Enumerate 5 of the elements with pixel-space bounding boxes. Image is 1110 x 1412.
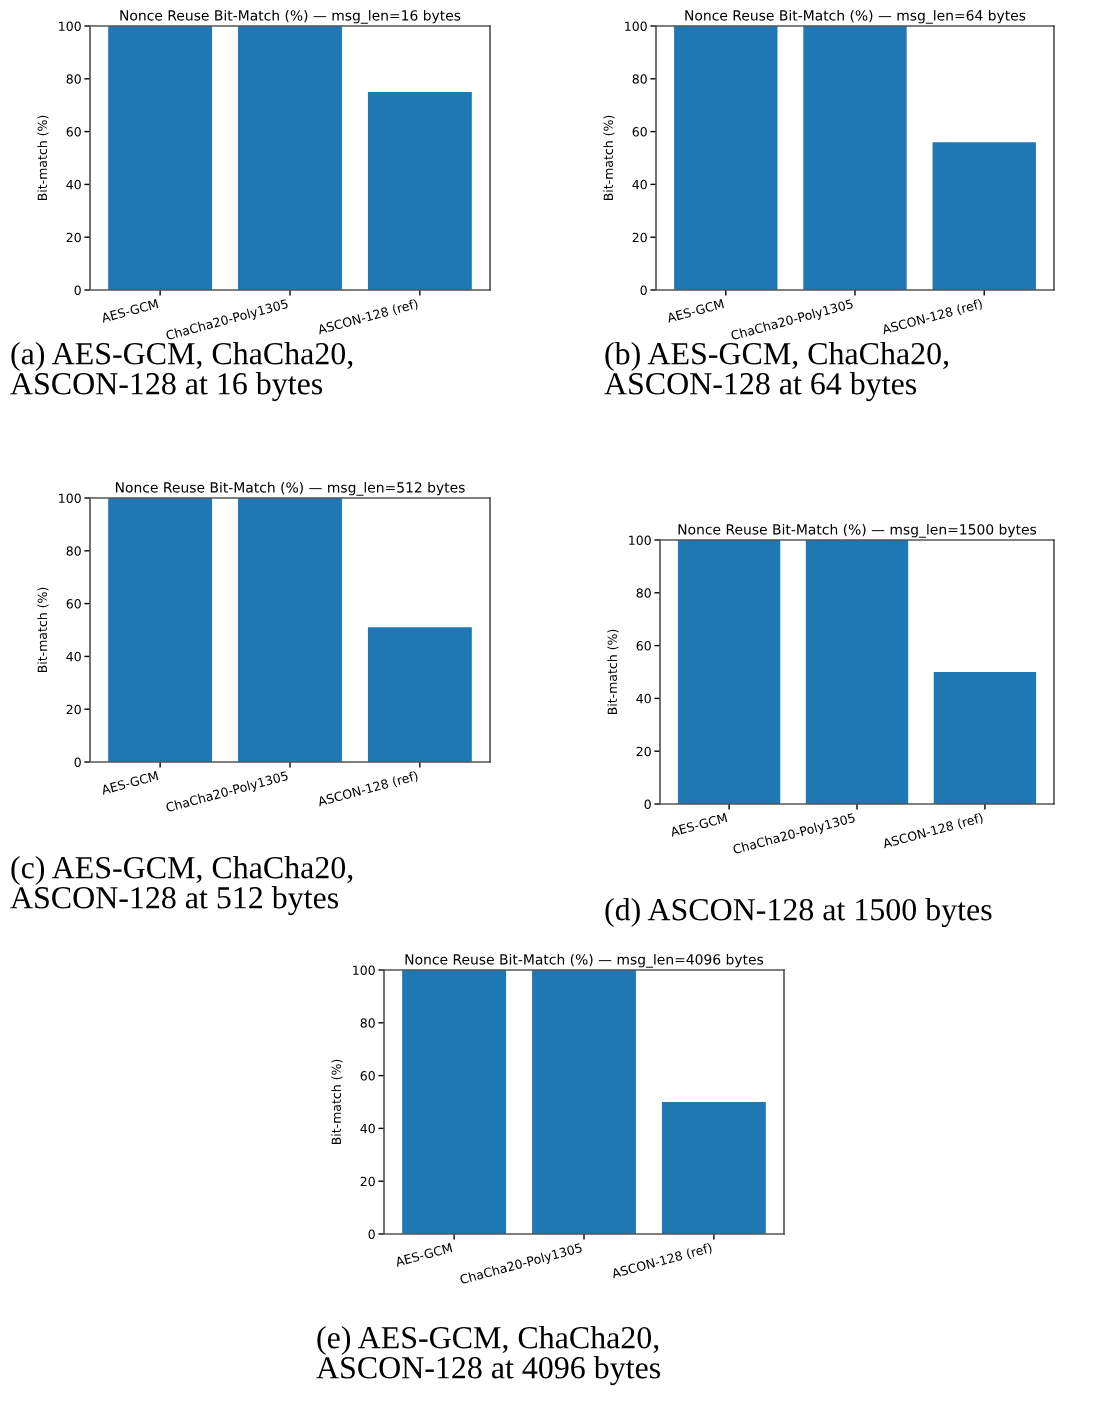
text: (d) ASCON-128 at 1500 bytes — [605, 898, 992, 928]
text: (a) AES-GCM, ChaCha20, ASCON-128 at 16 bytes — [10, 342, 353, 402]
text: (e) AES-GCM, ChaCha20, ASCON-128 at 4096 bytes — [316, 1326, 661, 1386]
text: (b) AES-GCM, ChaCha20, ASCON-128 at 64 bytes — [604, 342, 949, 402]
text: (c) AES-GCM, ChaCha20, ASCON-128 at 512 bytes — [10, 856, 353, 916]
